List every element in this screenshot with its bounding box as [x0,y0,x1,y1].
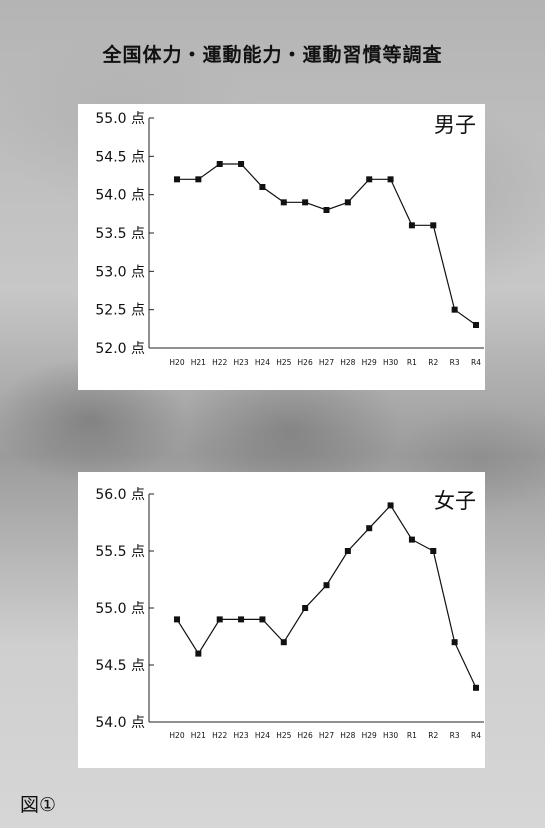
x-tick-label: H25 [276,731,291,740]
y-tick-label: 54.5 点 [95,658,145,674]
y-tick-label: 52.0 点 [95,341,145,357]
data-point [451,306,458,313]
data-point [323,207,330,213]
series-line [177,163,477,326]
y-tick-label: 53.0 点 [95,264,145,280]
x-tick-label: H30 [383,731,398,740]
data-point [473,684,479,691]
data-point [174,176,180,183]
x-tick-label: H27 [319,731,334,740]
data-point [238,161,245,167]
x-tick-label: R1 [407,358,417,367]
x-tick-label: H24 [255,731,270,740]
data-point [259,616,266,623]
x-tick-label: R2 [428,731,438,740]
x-tick-label: R2 [428,358,438,367]
x-tick-label: H30 [383,358,398,367]
data-point [451,639,458,646]
x-tick-label: H22 [212,731,227,740]
x-tick-label: R1 [407,731,417,740]
data-point [259,184,266,190]
y-tick-label: 54.5 点 [95,149,145,165]
x-tick-label: H23 [233,358,248,367]
x-tick-label: H21 [191,731,206,740]
page-title: 全国体力・運動能力・運動習慣等調査 [102,44,443,66]
x-tick-label: H26 [298,731,313,740]
data-point [280,639,287,646]
chart-title: 男子 [434,113,476,137]
data-point [302,605,309,611]
x-tick-label: R4 [471,358,481,367]
data-point [195,650,202,657]
data-point [344,199,351,206]
data-point [430,222,437,229]
data-point [238,616,245,623]
chart-panel-female: 56.0 点 55.5 点 55.0 点 54.5 点 54.0 点 H20 H21 H22 H… [78,472,485,768]
x-tick-label: R3 [450,731,460,740]
y-tick-label: 55.0 点 [95,601,145,617]
x-tick-label: H20 [169,358,184,367]
data-point [302,199,309,206]
data-point [366,525,373,532]
x-tick-label: H24 [255,358,270,367]
data-point [195,176,202,183]
y-tick-label: 56.0 点 [95,487,145,503]
data-point [323,582,330,589]
data-point [366,176,373,183]
y-tick-label: 52.5 点 [95,303,145,319]
x-tick-label: H23 [233,731,248,740]
x-tick-label: H28 [340,358,355,367]
y-tick-label: 54.0 点 [95,715,145,731]
data-point [216,616,223,623]
x-tick-label: H25 [276,358,291,367]
x-tick-label: H29 [362,731,377,740]
data-point [408,536,415,543]
data-point [430,548,437,554]
data-point [473,322,479,328]
chart-panel-male: 55.0 点 54.5 点 54.0 点 53.5 点 53.0 点 52.5 点 52.0… [78,104,485,390]
female-line-chart: 56.0 点 55.5 点 55.0 点 54.5 点 54.0 点 H20 H21 H22 H… [95,487,484,740]
x-tick-label: H21 [191,358,206,367]
x-tick-label: H26 [298,358,313,367]
x-tick-label: H20 [169,731,184,740]
x-tick-label: H27 [319,358,334,367]
x-tick-label: H28 [340,731,355,740]
data-point [344,548,351,554]
x-tick-label: R3 [450,358,460,367]
data-point [387,502,394,509]
data-point [408,222,415,229]
series-line [176,504,477,689]
data-point [174,616,180,623]
data-point [280,199,287,206]
chart-title: 女子 [434,489,476,513]
y-tick-label: 53.5 点 [95,226,145,242]
y-tick-label: 55.5 点 [95,544,145,560]
x-tick-label: H22 [212,358,227,367]
y-tick-label: 55.0 点 [95,111,145,127]
data-point [216,161,223,167]
x-tick-label: R4 [471,731,481,740]
x-tick-label: H29 [362,358,377,367]
y-tick-label: 54.0 点 [95,188,145,204]
male-line-chart: 55.0 点 54.5 点 54.0 点 53.5 点 53.0 点 52.5 点 52.0… [95,111,484,367]
data-point [387,176,394,183]
figure-label: 図① [20,794,57,816]
